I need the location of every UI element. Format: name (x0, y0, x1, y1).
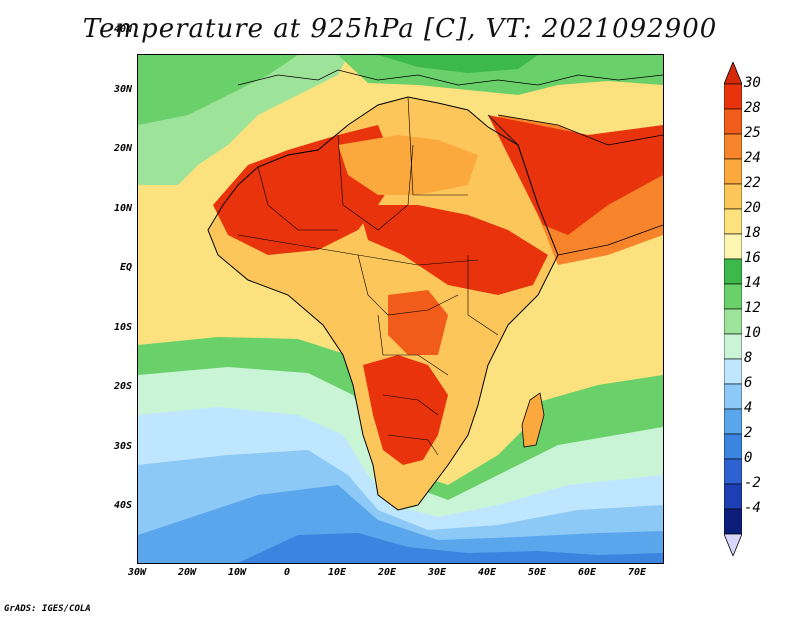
lon-tick-label: 10W (227, 567, 247, 578)
south-deep-blue-band (238, 533, 663, 563)
colorbar-swatch (724, 83, 742, 110)
colorbar-tick-label: 20 (744, 200, 761, 216)
colorbar-tick-label: 25 (744, 125, 761, 141)
colorbar-swatch (724, 183, 742, 210)
colorbar-scale (724, 62, 742, 556)
colorbar-swatch (724, 383, 742, 410)
colorbar-tick-label: -2 (744, 475, 761, 491)
lon-tick-label: 0 (283, 567, 291, 578)
lon-tick-label: 20E (377, 567, 397, 578)
colorbar-tick-label: 24 (744, 150, 761, 166)
colorbar-tick-label: 2 (744, 425, 753, 441)
egypt-libya-warm-band (338, 135, 478, 195)
credit-label: GrADS: IGES/COLA (4, 604, 91, 614)
lat-tick-label: 30N (113, 84, 132, 95)
africa-coastline (207, 96, 559, 511)
europe-green-band (378, 55, 538, 73)
colorbar-swatch (724, 133, 742, 160)
border-segment (337, 134, 414, 231)
lat-tick-label: 40S (113, 500, 132, 511)
colorbar-bottom-arrow (724, 533, 742, 556)
lat-tick-label: 40N (113, 24, 132, 35)
colorbar-swatch (724, 233, 742, 260)
central-africa-warm-core (388, 290, 448, 355)
colorbar-tick-label: 12 (744, 300, 761, 316)
border-segment (382, 394, 439, 416)
colorbar-swatch (724, 108, 742, 135)
southern-africa-hot-core (363, 355, 448, 465)
border-segment (407, 96, 468, 196)
lat-tick-label: EQ (119, 262, 132, 273)
colorbar-swatch (724, 283, 742, 310)
colorbar-tick-label: -4 (744, 500, 761, 516)
border-segment (357, 254, 459, 316)
lat-tick-label: 10N (113, 203, 132, 214)
border-segment (257, 166, 338, 231)
sahel-hot-core (358, 205, 548, 295)
colorbar-swatch (724, 158, 742, 185)
colorbar-swatch (724, 208, 742, 235)
colorbar-swatch (724, 308, 742, 335)
temperature-map (137, 54, 664, 564)
lon-tick-label: 10E (327, 567, 347, 578)
north-atlantic-green-band (138, 55, 298, 125)
colorbar-tick-label: 18 (744, 225, 761, 241)
colorbar-swatch (724, 483, 742, 510)
colorbar-swatch (724, 258, 742, 285)
arabia-coastline (487, 114, 663, 256)
colorbar-swatch (724, 433, 742, 460)
madagascar-landmass (521, 392, 545, 448)
colorbar-swatch (724, 358, 742, 385)
colorbar-tick-label: 28 (744, 100, 761, 116)
lon-tick-label: 30E (427, 567, 447, 578)
colorbar-tick-label: 30 (744, 75, 761, 91)
lon-tick-label: 20W (177, 567, 197, 578)
colorbar-tick-label: 16 (744, 250, 761, 266)
lat-tick-label: 10S (113, 322, 132, 333)
lat-tick-label: 20N (113, 143, 132, 154)
colorbar-tick-label: 8 (744, 350, 753, 366)
border-segment (377, 314, 449, 376)
lon-tick-label: 30W (127, 567, 147, 578)
border-segment (387, 434, 439, 456)
lat-tick-label: 30S (113, 441, 132, 452)
south-mid-blue-band (138, 485, 663, 563)
colorbar-tick-label: 14 (744, 275, 761, 291)
colorbar-swatch (724, 508, 742, 535)
lon-tick-label: 60E (577, 567, 597, 578)
europe-coastline (237, 69, 663, 86)
colorbar-swatch (724, 408, 742, 435)
country-borders (237, 96, 499, 456)
lon-tick-label: 40E (477, 567, 497, 578)
map-title: Temperature at 925hPa [C], VT: 202109290… (82, 14, 718, 44)
lat-tick-label: 20S (113, 381, 132, 392)
colorbar-tick-label: 6 (744, 375, 753, 391)
lon-tick-label: 50E (527, 567, 547, 578)
colorbar-swatch (724, 458, 742, 485)
colorbar-tick-label: 10 (744, 325, 761, 341)
arabia-hot-core (488, 115, 663, 235)
colorbar-tick-label: 0 (744, 450, 753, 466)
lon-tick-label: 70E (627, 567, 647, 578)
indian-ocean-green-band (528, 375, 663, 435)
colorbar-top-arrow (724, 62, 742, 85)
border-segment (467, 255, 499, 336)
temperature-field (138, 55, 663, 563)
colorbar-tick-label: 22 (744, 175, 761, 191)
colorbar-tick-label: 4 (744, 400, 753, 416)
colorbar-swatch (724, 333, 742, 360)
